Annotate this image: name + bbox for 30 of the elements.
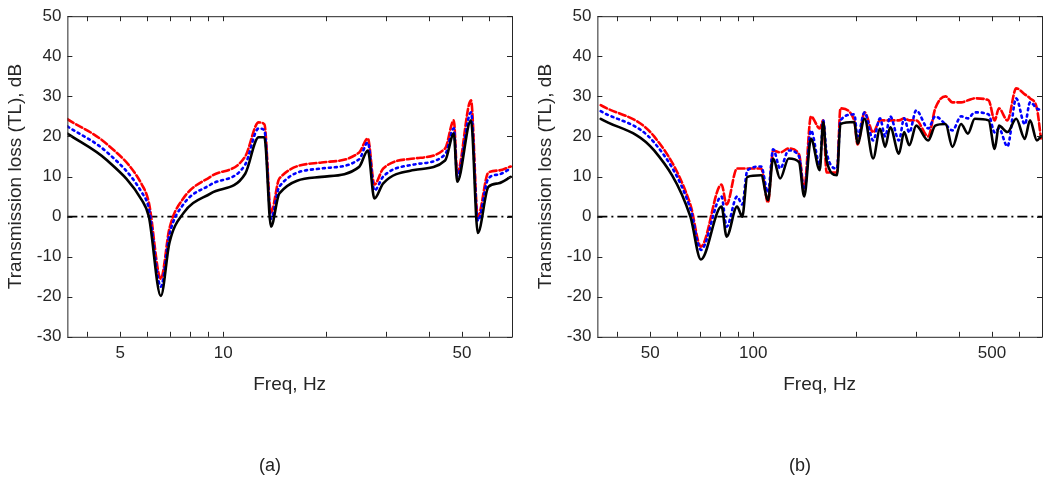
x-tick-label: 500 (977, 342, 1007, 362)
y-tick-label: 10 (42, 166, 62, 186)
y-tick-label: 0 (581, 206, 592, 226)
y-tick-label: 40 (42, 45, 62, 65)
text: (b) (789, 455, 811, 476)
text: (a) (259, 455, 281, 476)
y-tick-label: -30 (36, 326, 62, 346)
y-tick-label: 10 (572, 166, 592, 186)
x-axis-title: Freq, Hz (253, 372, 327, 394)
y-tick-label: 0 (51, 206, 62, 226)
y-tick-label: -10 (36, 246, 62, 266)
y-axis-title: Transmission loss (TL), dB (533, 63, 555, 290)
y-tick-label: 50 (42, 5, 62, 25)
y-axis-title: Transmission loss (TL), dB (3, 63, 25, 290)
x-tick-label: 100 (739, 342, 768, 362)
y-tick-label: 30 (42, 86, 62, 106)
y-tick-label: 30 (572, 86, 592, 106)
x-tick-label: 10 (213, 342, 233, 362)
x-tick-label: 50 (640, 342, 660, 362)
y-tick-label: 50 (572, 5, 592, 25)
x-tick-label: 50 (452, 342, 472, 362)
x-tick-label: 5 (115, 342, 126, 362)
y-tick-label: 20 (42, 126, 62, 146)
y-tick-label: -20 (566, 286, 592, 306)
y-tick-label: -20 (36, 286, 62, 306)
y-tick-label: 20 (572, 126, 592, 146)
y-tick-label: -30 (566, 326, 592, 346)
y-tick-label: 40 (572, 45, 592, 65)
y-tick-label: -10 (566, 246, 592, 266)
x-axis-title: Freq, Hz (783, 372, 857, 394)
